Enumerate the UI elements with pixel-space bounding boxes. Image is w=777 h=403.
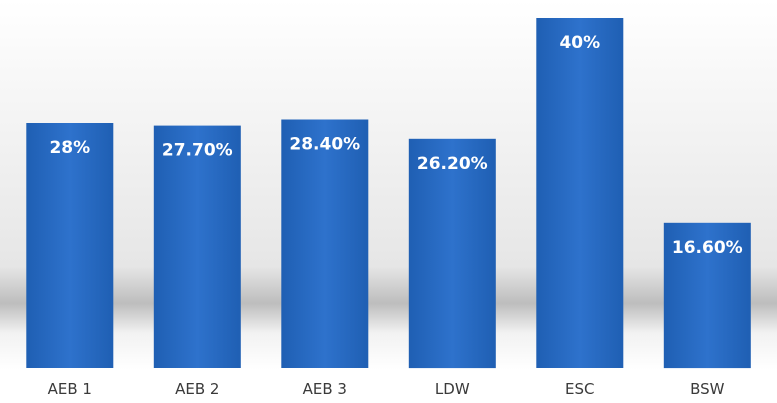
data-labels-layer: 28% 27.70% 28.40% 26.20% 40% 16.60% — [49, 33, 742, 258]
bar-aeb-2 — [153, 125, 241, 368]
bar-aeb-3 — [281, 119, 369, 368]
tick-label-bsw: BSW — [690, 380, 725, 398]
tick-label-aeb-2: AEB 2 — [175, 380, 219, 398]
tick-label-esc: ESC — [565, 380, 594, 398]
bar-bsw — [663, 222, 751, 369]
bar-aeb-1 — [26, 123, 114, 368]
data-label-aeb-1: 28% — [49, 138, 90, 158]
bar-ldw — [408, 138, 496, 369]
data-label-ldw: 26.20% — [417, 154, 488, 174]
data-label-aeb-3: 28.40% — [289, 135, 360, 155]
tick-label-aeb-3: AEB 3 — [303, 380, 347, 398]
tick-label-aeb-1: AEB 1 — [48, 380, 92, 398]
bars-layer — [26, 18, 751, 369]
x-axis-tick-labels: AEB 1 AEB 2 AEB 3 LDW ESC BSW — [48, 380, 725, 398]
data-label-bsw: 16.60% — [672, 238, 743, 258]
data-label-aeb-2: 27.70% — [162, 141, 233, 161]
chart-background — [0, 0, 777, 370]
tick-label-ldw: LDW — [435, 380, 470, 398]
bar-esc — [536, 18, 624, 368]
data-label-esc: 40% — [559, 33, 600, 53]
